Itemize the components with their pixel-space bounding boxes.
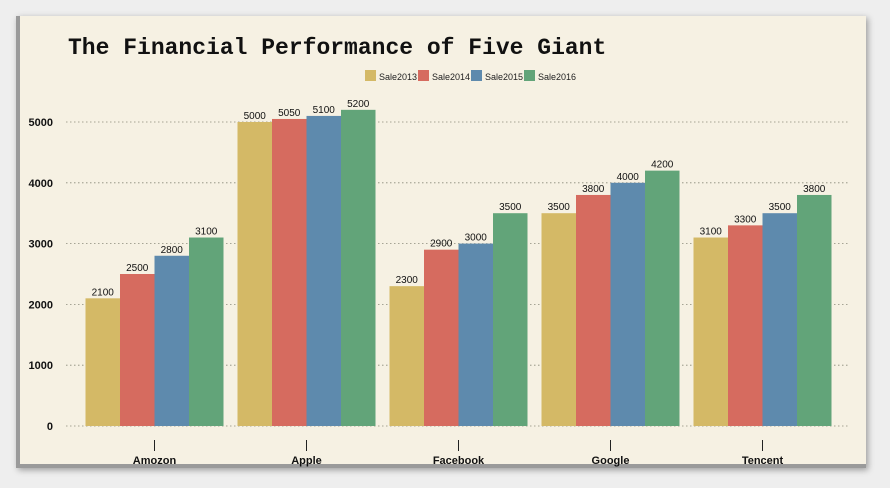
data-label: 2500 [126,263,149,274]
chart-title: The Financial Performance of Five Giant [68,35,606,61]
x-axis: Amozon Apple Facebook Google Tencent [133,440,784,467]
x-tick-label: Facebook [433,455,485,467]
x-tick-label: Google [592,455,630,467]
y-tick-label: 4000 [29,178,53,190]
data-label: 5000 [244,111,267,122]
data-label: 5100 [313,105,336,116]
data-label: 5200 [347,99,370,110]
bar-sale2014-google [576,194,611,426]
data-label: 2300 [396,275,419,286]
x-tick-label: Apple [291,455,322,467]
bar-sale2015-apple [306,115,341,427]
data-label: 4000 [617,172,640,183]
legend-label: Sale2013 [379,72,417,82]
data-label: 2100 [92,287,115,298]
data-label: 3800 [803,184,826,195]
bar-sale2013-google [541,213,576,426]
bar-sale2015-facebook [458,243,493,426]
bar-sale2014-amozon [120,274,155,426]
bar-sale2015-google [610,182,645,426]
bar-sale2016-google [645,170,680,426]
y-axis: 0 1000 2000 3000 4000 5000 [29,117,53,433]
data-label: 2900 [430,239,453,250]
data-label: 5050 [278,108,301,119]
legend-label: Sale2014 [432,72,470,82]
bar-sale2016-amozon [189,237,224,426]
bar-sale2014-facebook [424,249,459,426]
y-tick-label: 0 [47,421,53,433]
legend-swatch [524,70,535,81]
y-tick-label: 2000 [29,299,53,311]
x-tick-label: Amozon [133,455,177,467]
y-tick-label: 3000 [29,239,53,251]
data-label: 3800 [582,184,605,195]
legend-label: Sale2015 [485,72,523,82]
y-tick-label: 1000 [29,360,53,372]
data-label: 3000 [465,233,488,244]
bar-sale2013-facebook [389,286,424,426]
legend: Sale2013 Sale2014 Sale2015 Sale2016 [365,70,576,82]
bar-sale2015-amozon [154,255,189,426]
bars: 2100 2500 2800 3100 5000 5050 5100 5200 2300 2900… [85,99,832,427]
legend-swatch [418,70,429,81]
legend-label: Sale2016 [538,72,576,82]
legend-swatch [471,70,482,81]
data-label: 2800 [161,245,184,256]
bar-sale2013-tencent [693,237,728,426]
bar-sale2013-apple [237,122,272,426]
bar-sale2016-apple [341,109,376,426]
data-label: 3300 [734,214,757,225]
data-label: 3500 [499,202,522,213]
x-tick-label: Tencent [742,455,784,467]
bar-sale2015-tencent [762,213,797,426]
data-label: 3500 [548,202,571,213]
legend-swatch [365,70,376,81]
bar-sale2014-apple [272,118,307,427]
bar-sale2016-tencent [797,194,832,426]
bar-sale2016-facebook [493,213,528,426]
data-label: 4200 [651,160,674,171]
data-label: 3100 [195,227,218,238]
bar-sale2014-tencent [728,225,763,426]
bar-sale2013-amozon [85,298,120,426]
data-label: 3100 [700,227,723,238]
data-label: 3500 [769,202,792,213]
y-tick-label: 5000 [29,117,53,129]
